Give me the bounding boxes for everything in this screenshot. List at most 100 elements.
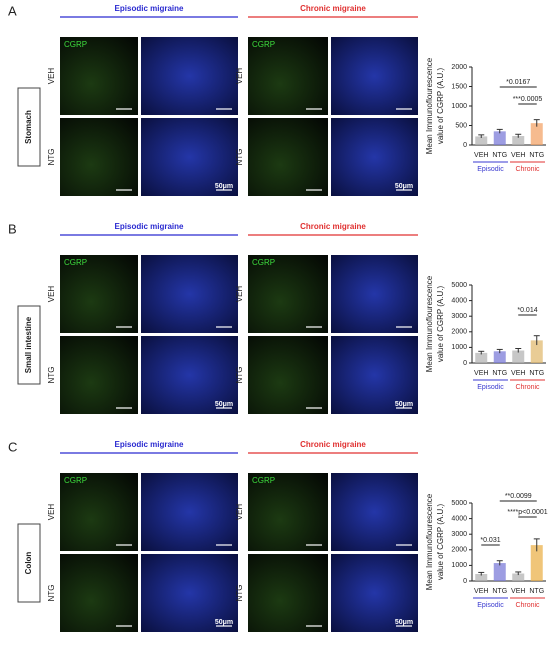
panel-letter: C	[8, 439, 17, 454]
image-merge	[331, 473, 418, 551]
image-merge	[331, 255, 418, 333]
y-tick-label: 0	[463, 578, 467, 585]
sig-label: *0.0167	[506, 79, 530, 86]
y-tick-label: 0	[463, 142, 467, 149]
scale-label: 50μm	[215, 401, 233, 408]
image-green	[60, 37, 138, 115]
bar	[512, 573, 525, 581]
x-tick-label: NTG	[529, 152, 544, 159]
scale-label: 50μm	[215, 619, 233, 626]
group-label: Episodic	[477, 602, 504, 609]
image-merge	[141, 118, 238, 196]
sig-label: *0.031	[480, 537, 500, 544]
y-tick-label: 2000	[451, 329, 467, 336]
x-tick-label: NTG	[492, 152, 507, 159]
group-label: Chronic	[515, 602, 540, 609]
row-label: NTG	[235, 149, 244, 166]
y-tick-label: 5000	[451, 282, 467, 289]
image-green	[248, 255, 328, 333]
image-green	[248, 37, 328, 115]
y-axis-label: value of CGRP (A.U.)	[436, 68, 445, 145]
row-label: VEH	[235, 68, 244, 85]
image-green	[248, 554, 328, 632]
image-green	[248, 473, 328, 551]
bar	[530, 123, 543, 145]
scale-label: 50μm	[395, 183, 413, 190]
sig-label: **0.0099	[505, 493, 532, 500]
group-title: Episodic migraine	[115, 222, 184, 231]
x-tick-label: VEH	[511, 588, 525, 595]
y-tick-label: 0	[463, 360, 467, 367]
bar	[475, 352, 488, 363]
scale-label: 50μm	[215, 183, 233, 190]
x-tick-label: VEH	[474, 152, 488, 159]
row-label: VEH	[235, 286, 244, 303]
sig-label: *0.014	[517, 307, 537, 314]
image-label: CGRP	[252, 476, 275, 485]
image-merge	[331, 336, 418, 414]
group-title: Chronic migraine	[300, 222, 366, 231]
y-axis-label: Mean Immunoflourescence	[425, 57, 434, 154]
scale-label: 50μm	[395, 401, 413, 408]
bar	[493, 351, 506, 363]
x-tick-label: NTG	[492, 370, 507, 377]
y-tick-label: 4000	[451, 515, 467, 522]
image-merge	[141, 473, 238, 551]
y-axis-label: value of CGRP (A.U.)	[436, 504, 445, 581]
image-green	[60, 255, 138, 333]
row-label: NTG	[47, 585, 56, 602]
y-axis-label: Mean Immunoflourescence	[425, 275, 434, 372]
image-green	[60, 118, 138, 196]
y-axis-label: value of CGRP (A.U.)	[436, 286, 445, 363]
bar	[530, 340, 543, 363]
x-tick-label: NTG	[529, 370, 544, 377]
x-tick-label: VEH	[511, 152, 525, 159]
image-merge	[141, 336, 238, 414]
row-label: VEH	[47, 68, 56, 85]
group-title: Chronic migraine	[300, 440, 366, 449]
y-tick-label: 1000	[451, 562, 467, 569]
row-label: NTG	[235, 367, 244, 384]
image-green	[248, 118, 328, 196]
x-tick-label: NTG	[529, 588, 544, 595]
row-label: VEH	[47, 504, 56, 521]
group-label: Episodic	[477, 166, 504, 173]
row-label: VEH	[235, 504, 244, 521]
image-merge	[141, 554, 238, 632]
bar	[475, 136, 488, 145]
bar	[493, 131, 506, 145]
image-merge	[331, 554, 418, 632]
group-label: Episodic	[477, 384, 504, 391]
image-green	[60, 473, 138, 551]
y-tick-label: 3000	[451, 531, 467, 538]
y-tick-label: 2000	[451, 64, 467, 71]
group-title: Chronic migraine	[300, 4, 366, 13]
row-label: VEH	[47, 286, 56, 303]
x-tick-label: VEH	[511, 370, 525, 377]
organ-label: Colon	[24, 552, 33, 575]
image-merge	[141, 37, 238, 115]
image-merge	[331, 37, 418, 115]
row-label: NTG	[235, 585, 244, 602]
organ-label: Stomach	[24, 110, 33, 144]
group-label: Chronic	[515, 166, 540, 173]
bar	[512, 350, 525, 363]
y-tick-label: 1000	[451, 103, 467, 110]
image-label: CGRP	[64, 258, 87, 267]
image-merge	[331, 118, 418, 196]
bar	[475, 573, 488, 581]
organ-label: Small intestine	[24, 316, 33, 373]
bar	[530, 545, 543, 581]
y-axis-label: Mean Immunoflourescence	[425, 493, 434, 590]
row-label: NTG	[47, 149, 56, 166]
image-label: CGRP	[252, 40, 275, 49]
image-label: CGRP	[64, 40, 87, 49]
image-merge	[141, 255, 238, 333]
organ-box	[17, 87, 41, 167]
image-label: CGRP	[252, 258, 275, 267]
image-green	[60, 336, 138, 414]
panel-letter: B	[8, 221, 17, 236]
group-title: Episodic migraine	[115, 440, 184, 449]
x-tick-label: VEH	[474, 370, 488, 377]
